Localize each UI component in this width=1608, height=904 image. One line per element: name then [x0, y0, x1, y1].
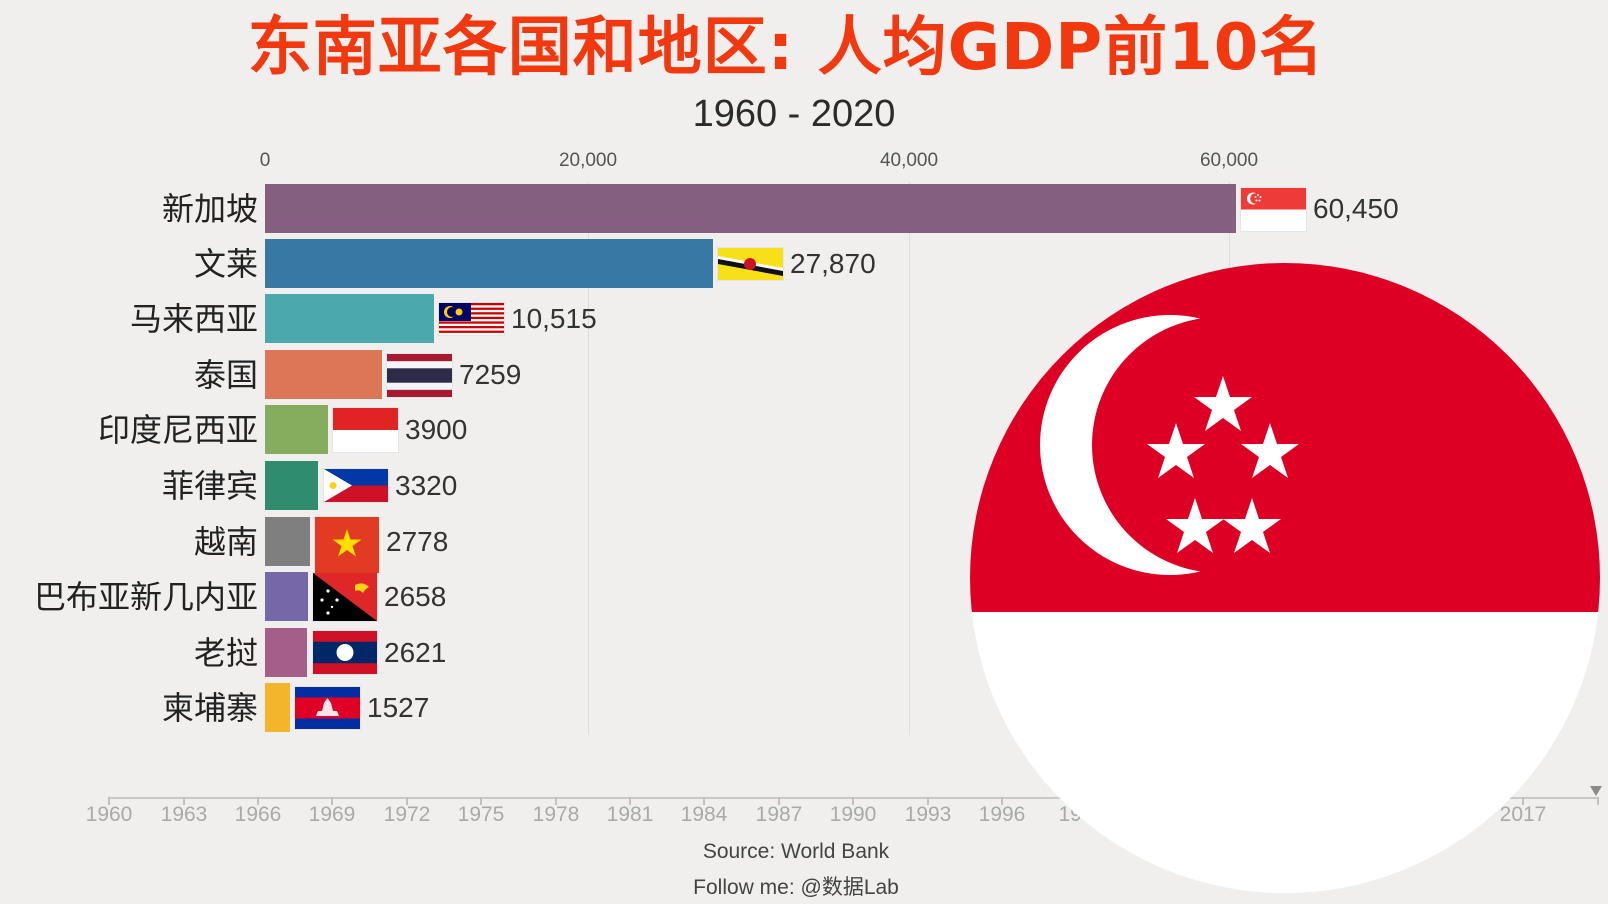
- bar-value: 3320: [395, 470, 458, 501]
- row-label: 老挝: [193, 634, 258, 672]
- timeline-label[interactable]: 1963: [160, 803, 208, 826]
- bar: [265, 405, 328, 454]
- row-label: 泰国: [193, 356, 258, 394]
- bar-row-malaysia: 马来西亚 10,515: [0, 294, 1608, 344]
- bar-value: 7259: [459, 359, 522, 390]
- malaysia-flag-icon: [439, 303, 504, 335]
- timeline-tick: [852, 797, 854, 805]
- bar: [265, 184, 1236, 233]
- thailand-flag-icon: [387, 354, 452, 397]
- x-tick-20000: 20,000: [558, 150, 618, 171]
- row-label: 菲律宾: [161, 467, 258, 505]
- bar-value: 2658: [384, 581, 447, 612]
- timeline-tick: [555, 797, 557, 805]
- timeline-label[interactable]: 1990: [829, 803, 877, 826]
- vietnam-flag-icon: [315, 517, 379, 573]
- row-label: 新加坡: [161, 190, 258, 228]
- gridline: [909, 182, 910, 735]
- bar: [265, 461, 318, 510]
- timeline-label[interactable]: 1975: [457, 803, 505, 826]
- timeline-tick: [257, 797, 259, 805]
- bar: [265, 572, 308, 621]
- timeline-tick: [1001, 797, 1003, 805]
- timeline-label[interactable]: 2017: [1499, 803, 1547, 826]
- bar-value: 27,870: [790, 248, 876, 279]
- bar: [265, 350, 382, 399]
- bar-value: 1527: [367, 692, 430, 723]
- x-tick-60000: 60,000: [1199, 150, 1259, 171]
- row-label: 巴布亚新几内亚: [33, 578, 258, 616]
- row-label: 文莱: [193, 245, 258, 283]
- timeline-tick: [108, 797, 110, 805]
- timeline-tick: [406, 797, 408, 805]
- timeline-tick: [703, 797, 705, 805]
- bar-row-vietnam: 越南 2778: [0, 517, 1608, 573]
- bar-row-papua-new-guinea: 巴布亚新几内亚 2658: [0, 572, 1608, 622]
- bar-row-philippines: 菲律宾 3320: [0, 461, 1608, 511]
- timeline-label[interactable]: 1993: [904, 803, 952, 826]
- bar: [265, 517, 310, 566]
- laos-flag-icon: [313, 631, 377, 674]
- bar-value: 3900: [405, 414, 468, 445]
- bar: [265, 294, 434, 343]
- row-label: 马来西亚: [129, 300, 258, 338]
- x-tick-0: 0: [259, 150, 271, 171]
- chart-subtitle: 1960 - 2020: [692, 93, 896, 135]
- follow-note: Follow me: @数据Lab: [693, 876, 899, 899]
- bar: [265, 239, 713, 288]
- philippines-flag-icon: [324, 469, 388, 502]
- chart-title: 东南亚各国和地区: 人均GDP前10名: [247, 11, 1325, 85]
- timeline-tick: [927, 797, 929, 805]
- x-tick-40000: 40,000: [879, 150, 939, 171]
- timeline-tick: [480, 797, 482, 805]
- bar-value: 10,515: [511, 303, 597, 334]
- bar-value: 60,450: [1313, 193, 1399, 224]
- bar-row-laos: 老挝 2621: [0, 628, 1608, 678]
- bar-row-cambodia: 柬埔寨 1527: [0, 683, 1608, 733]
- row-label: 柬埔寨: [161, 689, 258, 727]
- source-note: Source: World Bank: [702, 840, 890, 863]
- timeline-tick: [1597, 797, 1599, 805]
- indonesia-flag-icon: [333, 408, 398, 452]
- timeline-label[interactable]: 1966: [234, 803, 282, 826]
- timeline-tick: [629, 797, 631, 805]
- timeline-label[interactable]: 1972: [383, 803, 431, 826]
- bar: [265, 628, 307, 677]
- bar: [265, 683, 290, 732]
- bar-row-thailand: 泰国 7259: [0, 350, 1608, 400]
- row-label: 印度尼西亚: [97, 411, 258, 449]
- timeline-tick: [778, 797, 780, 805]
- bar-value: 2778: [386, 526, 449, 557]
- cambodia-flag-icon: [295, 687, 360, 729]
- timeline-label[interactable]: 1984: [680, 803, 728, 826]
- timeline-current-marker-icon[interactable]: [1590, 786, 1602, 796]
- papua-new-guinea-flag-icon: [313, 573, 377, 621]
- timeline-label[interactable]: 1987: [755, 803, 803, 826]
- timeline-tick: [183, 797, 185, 805]
- brunei-flag-icon: [718, 248, 783, 280]
- timeline-label[interactable]: 1960: [85, 803, 133, 826]
- timeline-tick: [1522, 797, 1524, 805]
- singapore-flag-icon: [1241, 188, 1306, 231]
- singapore-flag-large-icon: [970, 263, 1600, 893]
- bar-row-brunei: 文莱 27,870: [0, 239, 1608, 289]
- bar-row-indonesia: 印度尼西亚 3900: [0, 405, 1608, 455]
- bar-row-singapore: 新加坡 60,450: [0, 184, 1608, 234]
- gridline: [588, 182, 589, 735]
- bar-value: 2621: [384, 637, 447, 668]
- timeline-label[interactable]: 1978: [532, 803, 580, 826]
- timeline-tick: [331, 797, 333, 805]
- timeline-label[interactable]: 1996: [978, 803, 1026, 826]
- row-label: 越南: [193, 523, 258, 561]
- timeline-label[interactable]: 1981: [606, 803, 654, 826]
- timeline-label[interactable]: 1969: [308, 803, 356, 826]
